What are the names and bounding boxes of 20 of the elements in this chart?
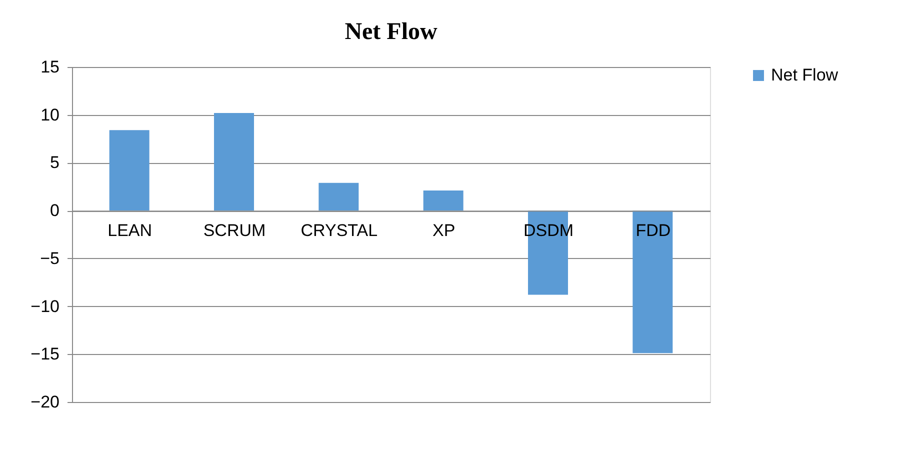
bar	[423, 190, 464, 211]
bar	[632, 210, 673, 354]
y-tick-label: −5	[40, 248, 60, 268]
bar	[318, 182, 359, 211]
y-tick-label: 0	[50, 201, 60, 220]
x-tick-label: FDD	[636, 221, 671, 240]
x-tick-label: SCRUM	[203, 221, 266, 240]
y-tick-label: −20	[30, 392, 60, 412]
bar	[109, 130, 150, 211]
chart-title: Net Flow	[344, 19, 438, 45]
y-tick-label: −10	[30, 296, 60, 316]
legend-label: Net Flow	[771, 66, 839, 84]
bar	[214, 112, 254, 211]
x-tick-label: CRYSTAL	[300, 221, 378, 240]
x-tick-label: LEAN	[108, 221, 152, 240]
y-tick-label: −15	[30, 344, 60, 364]
y-tick-label: 10	[40, 105, 60, 124]
x-tick-label: XP	[432, 221, 456, 240]
y-tick-label: 5	[50, 153, 60, 172]
y-tick-label: 15	[40, 58, 60, 76]
